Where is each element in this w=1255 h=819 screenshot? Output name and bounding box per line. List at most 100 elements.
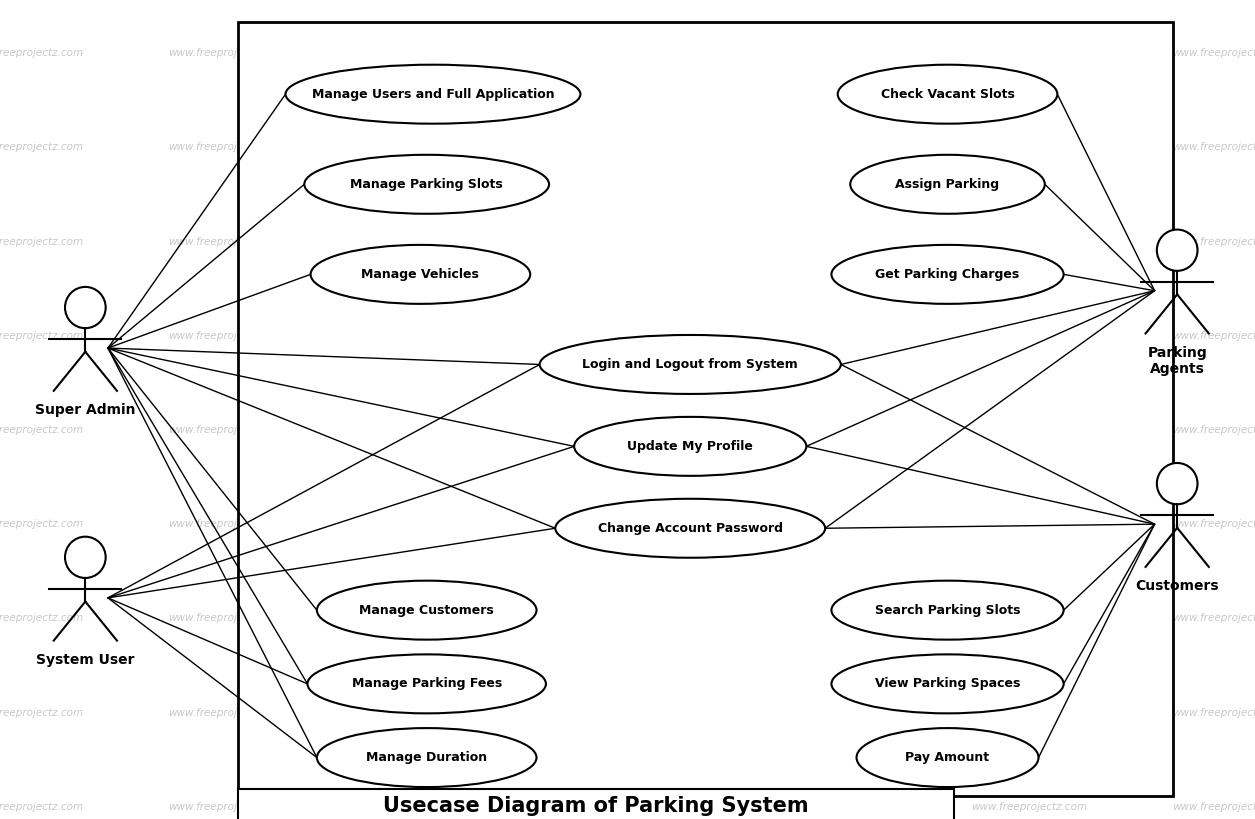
Ellipse shape xyxy=(65,536,105,578)
Ellipse shape xyxy=(850,155,1044,214)
Text: www.freeprojectz.com: www.freeprojectz.com xyxy=(771,331,886,341)
Text: www.freeprojectz.com: www.freeprojectz.com xyxy=(0,143,83,152)
Text: www.freeprojectz.com: www.freeprojectz.com xyxy=(369,802,484,812)
Text: www.freeprojectz.com: www.freeprojectz.com xyxy=(1172,519,1255,529)
Text: www.freeprojectz.com: www.freeprojectz.com xyxy=(771,708,886,717)
Text: www.freeprojectz.com: www.freeprojectz.com xyxy=(771,48,886,58)
Text: Change Account Password: Change Account Password xyxy=(597,522,783,535)
Text: www.freeprojectz.com: www.freeprojectz.com xyxy=(771,425,886,435)
Text: www.freeprojectz.com: www.freeprojectz.com xyxy=(570,613,685,623)
Text: www.freeprojectz.com: www.freeprojectz.com xyxy=(570,519,685,529)
Text: www.freeprojectz.com: www.freeprojectz.com xyxy=(1172,425,1255,435)
Text: Customers: Customers xyxy=(1136,580,1219,594)
Text: www.freeprojectz.com: www.freeprojectz.com xyxy=(369,519,484,529)
Text: www.freeprojectz.com: www.freeprojectz.com xyxy=(369,708,484,717)
Text: www.freeprojectz.com: www.freeprojectz.com xyxy=(0,425,83,435)
Text: Manage Parking Slots: Manage Parking Slots xyxy=(350,178,503,191)
Text: www.freeprojectz.com: www.freeprojectz.com xyxy=(1172,708,1255,717)
Text: www.freeprojectz.com: www.freeprojectz.com xyxy=(0,519,83,529)
Text: www.freeprojectz.com: www.freeprojectz.com xyxy=(971,331,1087,341)
Text: www.freeprojectz.com: www.freeprojectz.com xyxy=(771,237,886,247)
Text: Assign Parking: Assign Parking xyxy=(896,178,999,191)
Text: Parking
Agents: Parking Agents xyxy=(1147,346,1207,376)
Text: www.freeprojectz.com: www.freeprojectz.com xyxy=(971,802,1087,812)
Ellipse shape xyxy=(831,581,1064,640)
Text: www.freeprojectz.com: www.freeprojectz.com xyxy=(369,425,484,435)
Ellipse shape xyxy=(856,728,1039,787)
Text: www.freeprojectz.com: www.freeprojectz.com xyxy=(1172,331,1255,341)
Text: Super Admin: Super Admin xyxy=(35,404,136,418)
Text: www.freeprojectz.com: www.freeprojectz.com xyxy=(570,331,685,341)
Text: www.freeprojectz.com: www.freeprojectz.com xyxy=(570,143,685,152)
Text: www.freeprojectz.com: www.freeprojectz.com xyxy=(168,237,284,247)
Text: www.freeprojectz.com: www.freeprojectz.com xyxy=(369,613,484,623)
Text: www.freeprojectz.com: www.freeprojectz.com xyxy=(570,425,685,435)
Text: www.freeprojectz.com: www.freeprojectz.com xyxy=(168,802,284,812)
Text: www.freeprojectz.com: www.freeprojectz.com xyxy=(1172,802,1255,812)
Text: www.freeprojectz.com: www.freeprojectz.com xyxy=(570,237,685,247)
Text: www.freeprojectz.com: www.freeprojectz.com xyxy=(971,519,1087,529)
Bar xyxy=(238,789,954,819)
Ellipse shape xyxy=(1157,229,1197,271)
Text: www.freeprojectz.com: www.freeprojectz.com xyxy=(168,48,284,58)
Text: www.freeprojectz.com: www.freeprojectz.com xyxy=(168,331,284,341)
Text: Check Vacant Slots: Check Vacant Slots xyxy=(881,88,1014,101)
Ellipse shape xyxy=(1157,463,1197,505)
Text: www.freeprojectz.com: www.freeprojectz.com xyxy=(369,331,484,341)
Ellipse shape xyxy=(831,245,1064,304)
Text: Login and Logout from System: Login and Logout from System xyxy=(582,358,798,371)
Text: Manage Vehicles: Manage Vehicles xyxy=(361,268,479,281)
Text: www.freeprojectz.com: www.freeprojectz.com xyxy=(168,425,284,435)
Ellipse shape xyxy=(305,155,550,214)
Text: www.freeprojectz.com: www.freeprojectz.com xyxy=(971,143,1087,152)
Text: www.freeprojectz.com: www.freeprojectz.com xyxy=(570,48,685,58)
Text: www.freeprojectz.com: www.freeprojectz.com xyxy=(971,613,1087,623)
Ellipse shape xyxy=(318,728,537,787)
Text: www.freeprojectz.com: www.freeprojectz.com xyxy=(1172,48,1255,58)
Text: Usecase Diagram of Parking System: Usecase Diagram of Parking System xyxy=(383,796,809,816)
Text: System User: System User xyxy=(36,654,134,667)
Text: www.freeprojectz.com: www.freeprojectz.com xyxy=(570,802,685,812)
Text: www.freeprojectz.com: www.freeprojectz.com xyxy=(369,237,484,247)
Text: www.freeprojectz.com: www.freeprojectz.com xyxy=(168,613,284,623)
Text: Get Parking Charges: Get Parking Charges xyxy=(876,268,1019,281)
Ellipse shape xyxy=(318,581,537,640)
Text: Manage Users and Full Application: Manage Users and Full Application xyxy=(311,88,555,101)
Text: www.freeprojectz.com: www.freeprojectz.com xyxy=(570,708,685,717)
Text: www.freeprojectz.com: www.freeprojectz.com xyxy=(971,237,1087,247)
Text: www.freeprojectz.com: www.freeprojectz.com xyxy=(0,613,83,623)
Text: www.freeprojectz.com: www.freeprojectz.com xyxy=(369,143,484,152)
Text: View Parking Spaces: View Parking Spaces xyxy=(875,677,1020,690)
Text: www.freeprojectz.com: www.freeprojectz.com xyxy=(1172,237,1255,247)
Text: www.freeprojectz.com: www.freeprojectz.com xyxy=(168,708,284,717)
Text: www.freeprojectz.com: www.freeprojectz.com xyxy=(369,48,484,58)
Text: www.freeprojectz.com: www.freeprojectz.com xyxy=(1172,613,1255,623)
Text: Pay Amount: Pay Amount xyxy=(905,751,990,764)
Ellipse shape xyxy=(285,65,580,124)
Text: www.freeprojectz.com: www.freeprojectz.com xyxy=(771,613,886,623)
Text: www.freeprojectz.com: www.freeprojectz.com xyxy=(1172,143,1255,152)
Text: www.freeprojectz.com: www.freeprojectz.com xyxy=(0,708,83,717)
Text: Update My Profile: Update My Profile xyxy=(628,440,753,453)
Ellipse shape xyxy=(540,335,841,394)
Text: Search Parking Slots: Search Parking Slots xyxy=(875,604,1020,617)
Text: www.freeprojectz.com: www.freeprojectz.com xyxy=(0,48,83,58)
Text: www.freeprojectz.com: www.freeprojectz.com xyxy=(771,802,886,812)
Ellipse shape xyxy=(574,417,806,476)
Ellipse shape xyxy=(555,499,826,558)
Ellipse shape xyxy=(307,654,546,713)
Bar xyxy=(238,22,1173,796)
Ellipse shape xyxy=(838,65,1058,124)
Text: www.freeprojectz.com: www.freeprojectz.com xyxy=(168,143,284,152)
Text: www.freeprojectz.com: www.freeprojectz.com xyxy=(0,331,83,341)
Text: www.freeprojectz.com: www.freeprojectz.com xyxy=(0,802,83,812)
Text: www.freeprojectz.com: www.freeprojectz.com xyxy=(971,425,1087,435)
Text: www.freeprojectz.com: www.freeprojectz.com xyxy=(771,519,886,529)
Text: www.freeprojectz.com: www.freeprojectz.com xyxy=(0,237,83,247)
Text: Manage Customers: Manage Customers xyxy=(359,604,494,617)
Text: www.freeprojectz.com: www.freeprojectz.com xyxy=(168,519,284,529)
Text: Manage Parking Fees: Manage Parking Fees xyxy=(351,677,502,690)
Ellipse shape xyxy=(65,287,105,328)
Text: www.freeprojectz.com: www.freeprojectz.com xyxy=(971,48,1087,58)
Text: www.freeprojectz.com: www.freeprojectz.com xyxy=(971,708,1087,717)
